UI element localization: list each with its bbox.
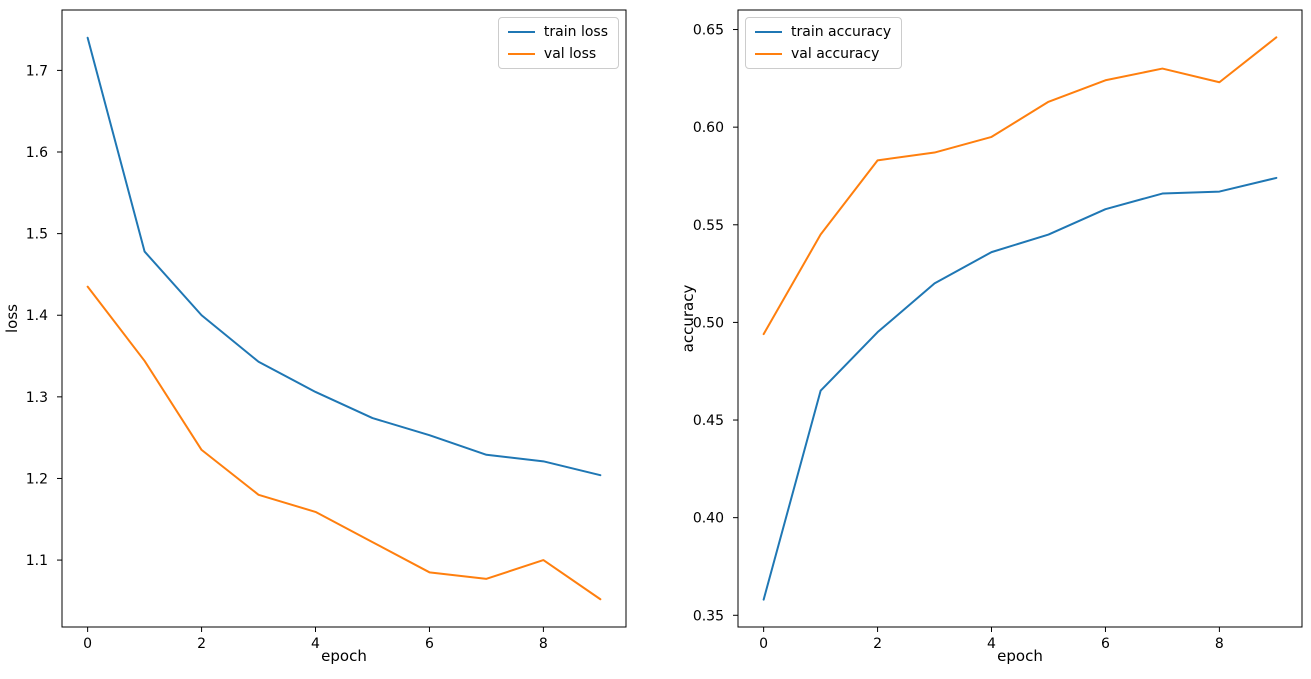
legend-line-swatch <box>507 53 535 55</box>
legend-entry-val-accuracy: val accuracy <box>755 46 891 62</box>
legend-label: train loss <box>543 24 608 40</box>
x-tick-label: 4 <box>311 636 320 652</box>
legend-line-swatch <box>755 31 782 33</box>
legend-entry-train-accuracy: train accuracy <box>755 24 891 40</box>
x-tick-label: 0 <box>759 636 768 652</box>
x-axis-label: epoch <box>997 647 1043 665</box>
plot-area <box>61 9 627 628</box>
y-tick-label: 0.35 <box>693 608 724 624</box>
x-tick-label: 2 <box>873 636 882 652</box>
legend-label: val loss <box>543 46 597 62</box>
loss-chart-svg: 0 2 4 6 8 1.1 1.2 1.3 1.4 1.5 1.6 1.7 epoch loss <box>3 9 627 665</box>
x-tick-label: 6 <box>1101 636 1110 652</box>
train-accuracy-line <box>762 176 1278 601</box>
legend-label: train accuracy <box>791 24 892 40</box>
x-tick-label: 8 <box>1215 636 1224 652</box>
legend-label: val accuracy <box>791 46 880 62</box>
x-tick-label: 6 <box>425 636 434 652</box>
y-tick-label: 0.50 <box>693 315 724 331</box>
x-tick-label: 2 <box>197 636 206 652</box>
x-tick-label: 0 <box>83 636 92 652</box>
legend-line-swatch <box>507 31 535 33</box>
y-tick-label: 0.65 <box>693 23 724 39</box>
legend-entry-train-loss: train loss <box>507 24 608 40</box>
legend: train accuracy val accuracy <box>745 17 903 69</box>
y-tick-label: 0.45 <box>693 413 724 429</box>
legend-line-swatch <box>755 53 782 55</box>
y-tick-label: 0.40 <box>693 511 724 527</box>
y-tick-label: 1.6 <box>26 145 48 161</box>
y-tick-label: 1.7 <box>26 63 48 79</box>
accuracy-chart-svg: 0 2 4 6 8 0.35 0.40 0.45 0.50 0.55 0.60 0.65 epoch ac… <box>679 9 1303 665</box>
y-tick-label: 1.3 <box>26 390 48 406</box>
x-axis-label: epoch <box>321 647 367 665</box>
legend-entry-val-loss: val loss <box>507 46 608 62</box>
y-axis-label: accuracy <box>679 285 697 353</box>
val-accuracy-line <box>762 36 1278 336</box>
y-tick-label: 1.4 <box>26 308 48 324</box>
y-tick-label: 0.60 <box>693 120 724 136</box>
y-axis-label: loss <box>3 304 21 333</box>
accuracy-chart: 0 2 4 6 8 0.35 0.40 0.45 0.50 0.55 0.60 0.65 epoch ac… <box>656 0 1311 679</box>
x-tick-label: 8 <box>539 636 548 652</box>
x-tick-label: 4 <box>987 636 996 652</box>
legend: train loss val loss <box>497 17 619 69</box>
y-tick-label: 1.2 <box>26 471 48 487</box>
plot-area <box>737 9 1303 628</box>
loss-chart: 0 2 4 6 8 1.1 1.2 1.3 1.4 1.5 1.6 1.7 epoch loss train… <box>0 0 655 679</box>
val-loss-line <box>86 285 602 601</box>
y-tick-label: 1.5 <box>26 227 48 243</box>
y-tick-label: 0.55 <box>693 218 724 234</box>
train-loss-line <box>86 36 602 477</box>
y-tick-label: 1.1 <box>26 553 48 569</box>
